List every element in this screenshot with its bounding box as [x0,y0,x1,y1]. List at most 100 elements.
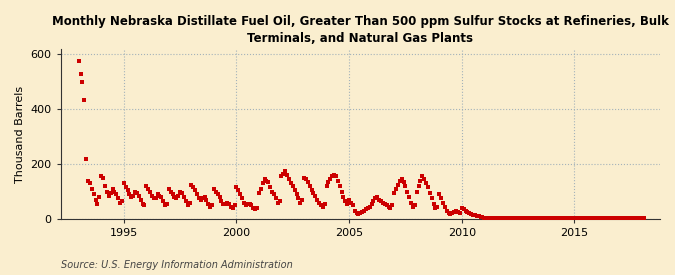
Point [186,183,197,187]
Point [389,191,400,195]
Point [441,208,452,213]
Point [402,189,412,194]
Point [571,216,582,221]
Point [317,204,328,209]
Point [203,202,214,206]
Point [338,195,349,199]
Point [201,197,212,202]
Point [475,214,486,219]
Point [597,216,608,221]
Point [516,216,527,221]
Point [466,212,477,216]
Point [468,213,479,217]
Point [223,202,234,206]
Point [368,199,379,203]
Point [130,189,140,194]
Point [246,203,257,207]
Point [353,212,364,216]
Point [586,216,597,221]
Point [135,197,146,202]
Point [92,202,103,206]
Point [492,216,503,221]
Point [443,211,454,216]
Point [605,216,616,221]
Point [428,202,439,206]
Point [554,216,565,221]
Point [306,188,317,192]
Point [530,216,541,221]
Point [83,178,94,183]
Point [218,202,229,206]
Point [117,199,128,203]
Point [148,196,159,200]
Point [312,197,323,202]
Point [625,216,636,221]
Point [308,191,319,195]
Point [614,216,625,221]
Point [212,192,223,197]
Point [315,203,326,207]
Point [454,211,465,216]
Point [374,197,385,202]
Point [79,97,90,102]
Point [537,216,548,221]
Point [533,216,544,221]
Point [355,211,366,216]
Point [427,196,437,200]
Point [591,216,602,221]
Point [418,177,429,182]
Point [423,185,433,190]
Point [471,213,482,218]
Point [233,188,244,192]
Point [360,207,371,211]
Point [81,156,92,161]
Point [225,204,236,209]
Point [143,187,154,191]
Point [512,216,523,221]
Point [342,202,352,206]
Point [240,203,251,207]
Point [375,199,386,203]
Point [565,216,576,221]
Point [86,187,97,191]
Point [634,216,645,221]
Point [452,210,463,214]
Point [569,216,580,221]
Point [633,216,644,221]
Point [289,188,300,192]
Point [276,174,287,179]
Point [535,216,546,221]
Point [552,216,563,221]
Point [77,80,88,84]
Point [75,72,86,76]
Point [74,59,84,64]
Point [487,216,497,221]
Point [314,200,325,205]
Point [327,174,338,179]
Point [197,196,208,200]
Point [286,181,296,186]
Point [259,177,270,182]
Point [336,189,347,194]
Point [321,184,332,188]
Point [128,193,138,198]
Point [588,216,599,221]
Point [524,216,535,221]
Point [281,173,292,177]
Point [291,192,302,197]
Point [607,216,618,221]
Point [447,211,458,216]
Point [255,187,266,191]
Point [398,180,409,184]
Point [362,206,373,210]
Point [490,216,501,221]
Point [284,177,294,182]
Point [488,216,499,221]
Point [124,192,135,197]
Point [550,216,561,221]
Point [310,193,321,198]
Point [495,216,506,221]
Point [271,196,281,200]
Point [590,216,601,221]
Point [610,216,621,221]
